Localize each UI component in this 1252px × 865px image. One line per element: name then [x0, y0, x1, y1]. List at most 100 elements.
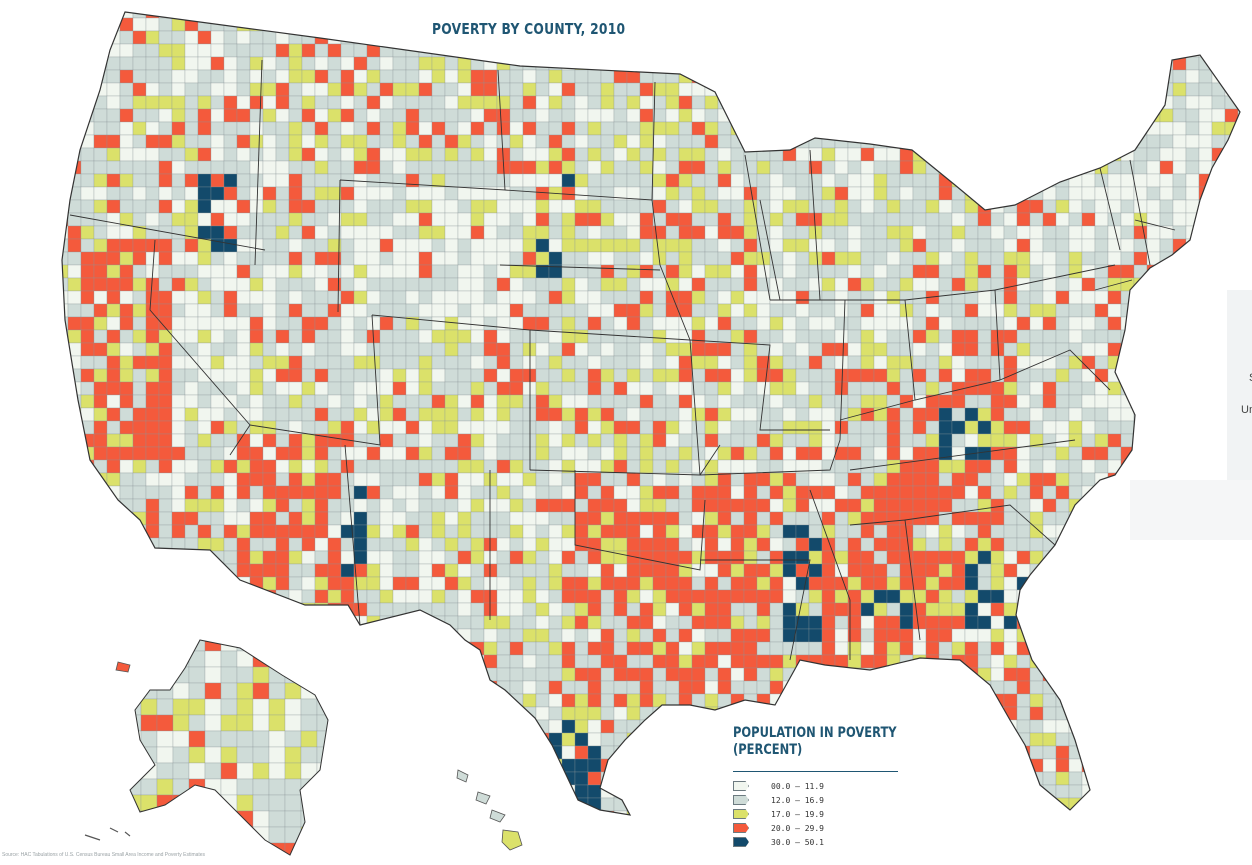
county-cell — [93, 277, 108, 292]
county-cell — [691, 30, 706, 45]
county-cell — [405, 108, 420, 123]
county-cell — [1068, 381, 1083, 396]
county-cell — [392, 56, 407, 71]
county-cell — [457, 251, 472, 266]
county-cell — [366, 82, 381, 97]
county-cell — [912, 576, 927, 591]
county-cell — [314, 654, 329, 669]
county-cell — [184, 186, 199, 201]
county-cell — [418, 667, 433, 682]
county-cell — [431, 602, 446, 617]
county-cell — [717, 381, 732, 396]
county-cell — [652, 589, 667, 604]
county-cell — [80, 303, 95, 318]
county-cell — [431, 654, 446, 669]
county-cell — [93, 329, 108, 344]
county-cell — [1198, 602, 1213, 617]
county-cell — [262, 446, 277, 461]
county-cell — [483, 160, 498, 175]
county-cell — [457, 277, 472, 292]
county-cell — [1081, 368, 1096, 383]
county-cell — [873, 641, 888, 656]
county-cell — [353, 472, 368, 487]
county-cell — [899, 12, 914, 19]
county-cell — [821, 342, 836, 357]
county-cell — [197, 134, 212, 149]
county-cell — [1042, 108, 1057, 123]
county-cell — [1159, 290, 1174, 305]
county-cell — [990, 212, 1005, 227]
county-cell — [691, 602, 706, 617]
county-cell — [951, 693, 966, 708]
county-cell — [873, 576, 888, 591]
county-cell — [314, 355, 329, 370]
county-cell — [483, 420, 498, 435]
county-cell — [236, 95, 251, 110]
county-cell — [288, 381, 303, 396]
county-cell — [704, 316, 719, 331]
county-cell — [587, 446, 602, 461]
county-cell — [1146, 394, 1161, 409]
county-cell — [1185, 12, 1200, 19]
county-cell — [522, 264, 537, 279]
county-cell — [782, 381, 797, 396]
county-cell — [457, 680, 472, 695]
county-cell — [457, 368, 472, 383]
county-cell — [574, 680, 589, 695]
county-cell — [1055, 485, 1070, 500]
county-cell — [938, 615, 953, 630]
county-cell — [62, 667, 69, 682]
county-cell — [353, 186, 368, 201]
county-cell — [678, 511, 693, 526]
county-cell — [392, 186, 407, 201]
county-cell — [535, 602, 550, 617]
county-cell — [366, 589, 381, 604]
county-cell — [691, 628, 706, 643]
county-cell — [717, 17, 732, 32]
county-cell — [236, 290, 251, 305]
county-cell — [314, 667, 329, 682]
county-cell — [1172, 459, 1187, 474]
county-cell — [756, 17, 771, 32]
county-cell — [379, 680, 394, 695]
county-cell — [483, 615, 498, 630]
county-cell — [964, 550, 979, 565]
county-cell — [1159, 550, 1174, 565]
county-cell — [1081, 459, 1096, 474]
county-cell — [509, 147, 524, 162]
county-cell — [1159, 693, 1174, 708]
county-cell — [457, 264, 472, 279]
county-cell — [184, 589, 199, 604]
county-cell — [1159, 43, 1174, 58]
county-cell — [236, 225, 251, 240]
county-cell — [977, 563, 992, 578]
county-cell — [574, 329, 589, 344]
county-cell — [327, 121, 342, 136]
county-cell — [1120, 251, 1135, 266]
county-cell — [990, 264, 1005, 279]
county-cell — [1198, 329, 1213, 344]
county-cell — [379, 693, 394, 708]
county-cell — [912, 654, 927, 669]
county-cell — [626, 615, 641, 630]
county-cell — [301, 56, 316, 71]
county-cell — [457, 589, 472, 604]
county-cell — [548, 615, 563, 630]
county-cell — [1003, 30, 1018, 45]
county-cell — [301, 329, 316, 344]
county-cell — [1198, 550, 1213, 565]
county-cell — [964, 69, 979, 84]
county-cell — [327, 654, 342, 669]
county-cell — [847, 459, 862, 474]
county-cell — [847, 511, 862, 526]
county-cell — [431, 589, 446, 604]
county-cell — [626, 56, 641, 71]
county-cell — [158, 264, 173, 279]
county-cell — [977, 186, 992, 201]
county-cell — [691, 108, 706, 123]
county-cell — [1146, 186, 1161, 201]
county-cell — [496, 303, 511, 318]
county-cell — [756, 56, 771, 71]
county-cell — [158, 173, 173, 188]
county-cell — [405, 69, 420, 84]
